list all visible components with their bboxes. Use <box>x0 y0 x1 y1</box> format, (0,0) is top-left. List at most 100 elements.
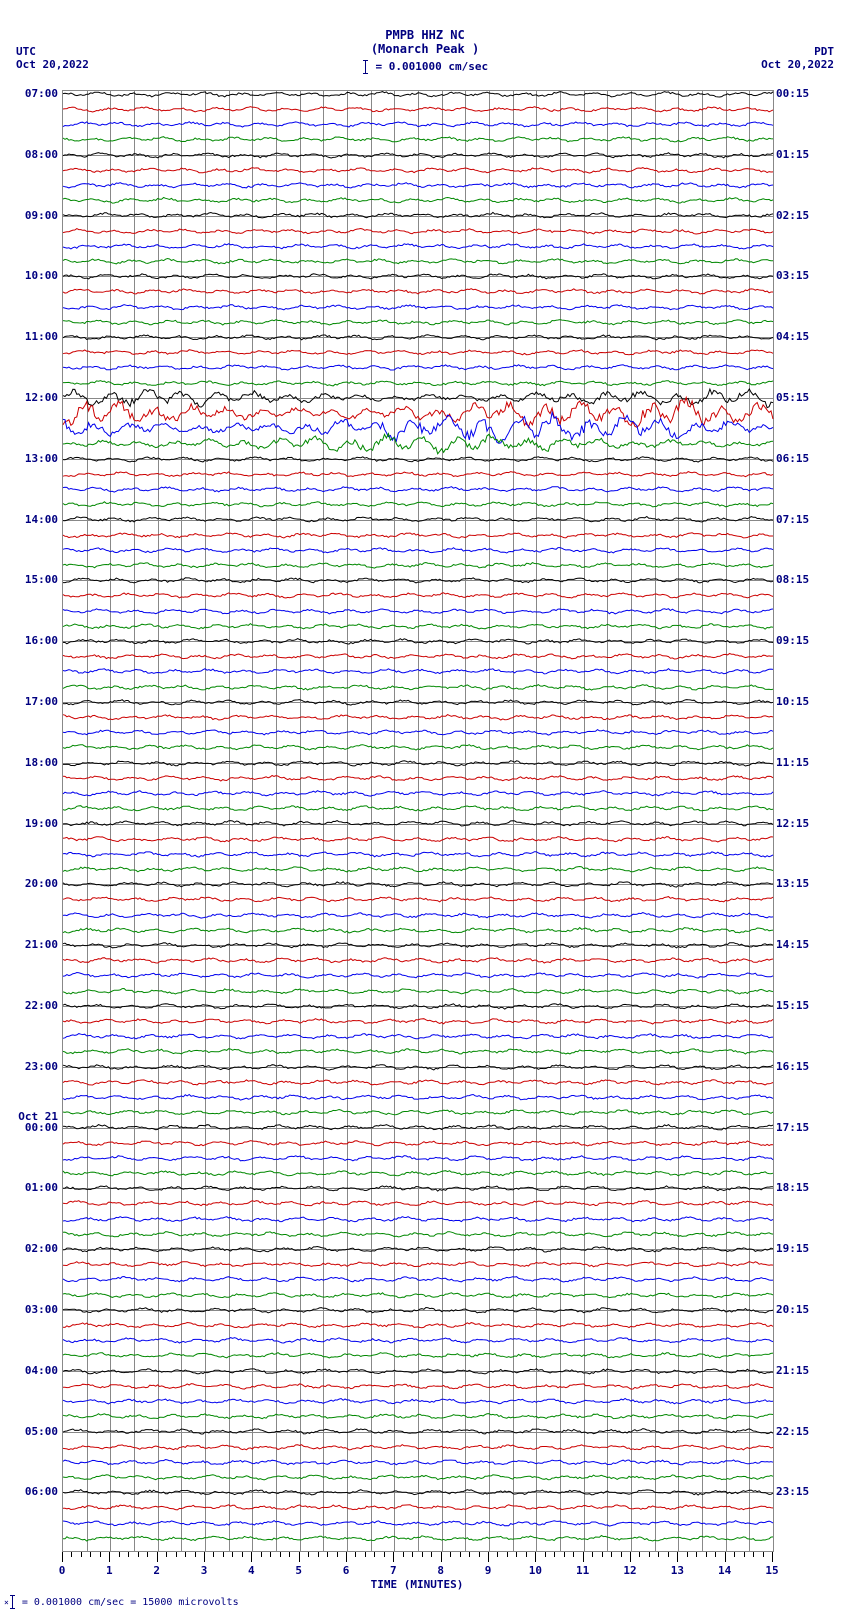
seismic-trace <box>63 910 773 921</box>
y-label-right: 10:15 <box>776 695 809 708</box>
seismic-trace <box>63 773 773 784</box>
seismic-trace <box>63 1305 773 1316</box>
y-label-left: 22:00 <box>8 999 58 1012</box>
chart-header: PMPB HHZ NC (Monarch Peak ) = 0.001000 c… <box>0 0 850 74</box>
seismic-trace <box>63 955 773 966</box>
seismic-trace <box>63 454 773 465</box>
seismic-trace <box>63 226 773 237</box>
y-label-right: 01:15 <box>776 148 809 161</box>
seismic-trace <box>63 742 773 753</box>
y-label-left: 17:00 <box>8 695 58 708</box>
seismic-trace <box>63 165 773 176</box>
seismic-trace <box>63 104 773 115</box>
seismogram-plot <box>62 90 774 1552</box>
y-label-right: 16:15 <box>776 1060 809 1073</box>
y-label-left: 12:00 <box>8 391 58 404</box>
y-label-right: 07:15 <box>776 513 809 526</box>
x-tick-label: 11 <box>576 1564 589 1577</box>
tz-left-label: UTC <box>16 45 36 58</box>
seismic-trace <box>63 89 773 100</box>
x-tick-label: 10 <box>529 1564 542 1577</box>
x-tick-label: 4 <box>248 1564 255 1577</box>
seismic-trace <box>63 1031 773 1042</box>
x-tick-label: 7 <box>390 1564 397 1577</box>
x-tick-label: 6 <box>343 1564 350 1577</box>
y-label-right: 21:15 <box>776 1364 809 1377</box>
seismic-trace <box>63 499 773 510</box>
y-label-left: 09:00 <box>8 209 58 222</box>
seismic-trace <box>63 1290 773 1301</box>
y-label-left: 03:00 <box>8 1303 58 1316</box>
seismic-trace <box>63 256 773 267</box>
seismic-trace <box>63 1533 773 1544</box>
seismic-trace <box>63 606 773 617</box>
seismic-trace <box>63 1138 773 1149</box>
seismic-trace <box>63 560 773 571</box>
seismic-trace <box>63 864 773 875</box>
seismic-trace <box>63 119 773 130</box>
seismic-trace <box>63 1502 773 1513</box>
seismic-trace <box>63 362 773 373</box>
seismic-trace <box>63 1077 773 1088</box>
y-label-left: 00:00 <box>8 1121 58 1134</box>
seismic-trace <box>63 1107 773 1118</box>
seismic-trace <box>63 621 773 632</box>
seismic-trace <box>63 1214 773 1225</box>
seismic-trace <box>63 758 773 769</box>
station-name: (Monarch Peak ) <box>0 42 850 56</box>
seismic-trace <box>63 636 773 647</box>
seismic-trace <box>63 1016 773 1027</box>
seismic-trace <box>63 347 773 358</box>
seismic-trace <box>63 1046 773 1057</box>
y-label-left: 07:00 <box>8 87 58 100</box>
seismogram-container: UTC Oct 20,2022 PDT Oct 20,2022 PMPB HHZ… <box>0 0 850 1613</box>
y-label-left: 16:00 <box>8 634 58 647</box>
seismic-trace <box>63 1426 773 1437</box>
seismic-trace <box>63 241 773 252</box>
header-scale: = 0.001000 cm/sec <box>0 60 850 74</box>
tz-right-label: PDT <box>814 45 834 58</box>
y-label-left: 19:00 <box>8 817 58 830</box>
seismic-trace <box>63 1122 773 1133</box>
y-label-right: 04:15 <box>776 330 809 343</box>
seismic-trace <box>63 1153 773 1164</box>
seismic-trace <box>63 879 773 890</box>
seismic-trace <box>63 651 773 662</box>
seismic-trace <box>63 150 773 161</box>
y-label-left: 11:00 <box>8 330 58 343</box>
x-tick-label: 9 <box>485 1564 492 1577</box>
x-tick-label: 13 <box>671 1564 684 1577</box>
x-tick-label: 3 <box>201 1564 208 1577</box>
seismic-trace <box>63 1381 773 1392</box>
y-label-right: 12:15 <box>776 817 809 830</box>
seismic-trace <box>63 1198 773 1209</box>
seismic-trace <box>63 849 773 860</box>
x-tick-label: 1 <box>106 1564 113 1577</box>
seismic-trace <box>63 286 773 297</box>
seismic-trace <box>63 1092 773 1103</box>
y-label-left: 13:00 <box>8 452 58 465</box>
y-label-left: 08:00 <box>8 148 58 161</box>
seismic-trace <box>63 134 773 145</box>
seismic-trace <box>63 834 773 845</box>
seismic-trace <box>63 545 773 556</box>
seismic-trace <box>63 1320 773 1331</box>
y-label-left: 15:00 <box>8 573 58 586</box>
y-label-right: 06:15 <box>776 452 809 465</box>
y-label-right: 23:15 <box>776 1485 809 1498</box>
seismic-trace <box>63 530 773 541</box>
y-label-right: 20:15 <box>776 1303 809 1316</box>
seismic-trace <box>63 697 773 708</box>
y-label-left: 18:00 <box>8 756 58 769</box>
seismic-trace <box>63 925 773 936</box>
x-tick-label: 12 <box>623 1564 636 1577</box>
y-label-right: 05:15 <box>776 391 809 404</box>
seismic-trace <box>63 1518 773 1529</box>
x-tick-label: 0 <box>59 1564 66 1577</box>
seismic-trace <box>63 1335 773 1346</box>
y-label-right: 03:15 <box>776 269 809 282</box>
y-label-left: 01:00 <box>8 1181 58 1194</box>
seismic-trace <box>63 970 773 981</box>
seismic-trace <box>63 195 773 206</box>
date-left-label: Oct 20,2022 <box>16 58 89 71</box>
